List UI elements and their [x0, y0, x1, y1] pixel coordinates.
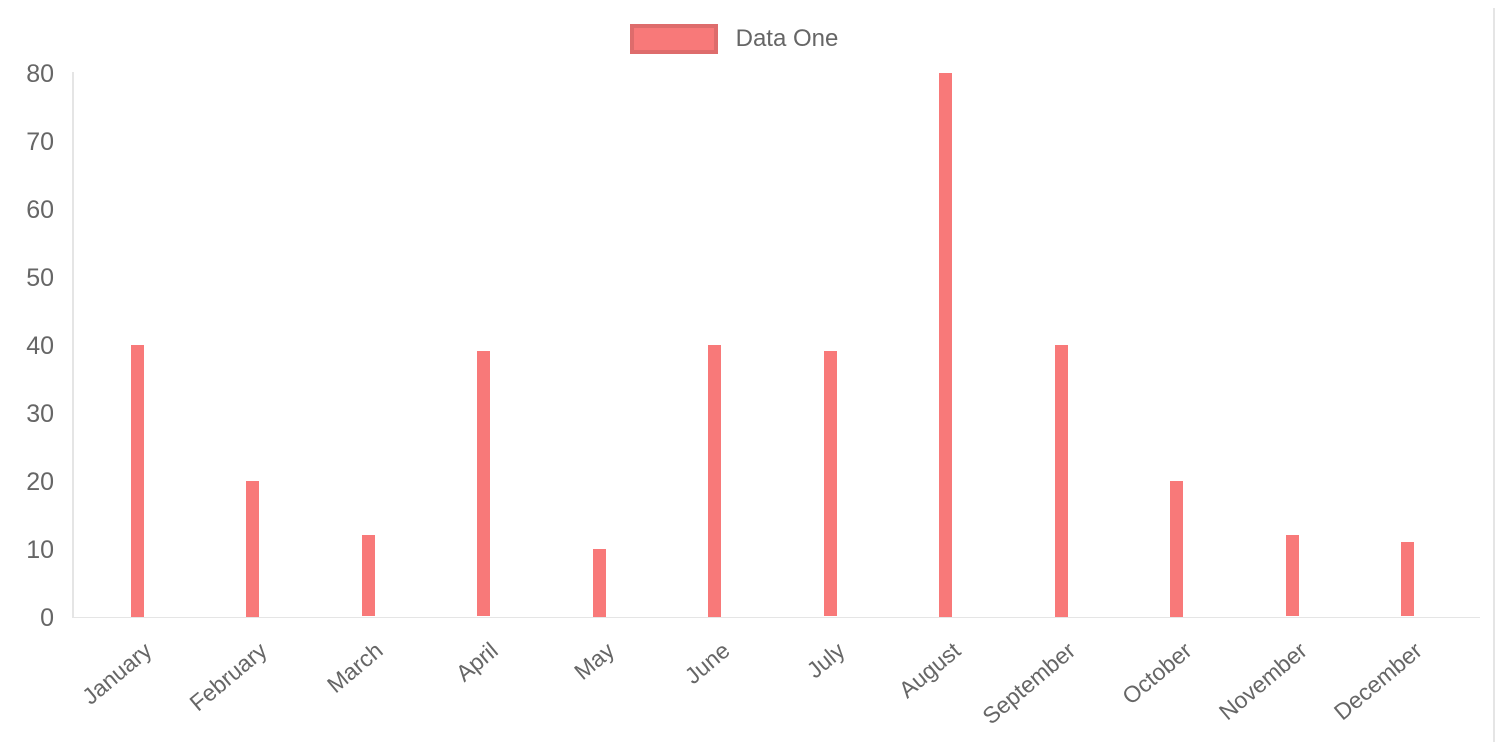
y-axis-tick-60: 60	[26, 195, 54, 224]
bar-december[interactable]	[1401, 541, 1414, 617]
x-axis-label-december: December	[1329, 637, 1428, 726]
y-axis-tick-20: 20	[26, 467, 54, 496]
x-axis-label-september: September	[977, 637, 1081, 730]
legend-item-data-one[interactable]: Data One	[0, 24, 1484, 54]
y-axis-tick-50: 50	[26, 263, 54, 292]
y-axis-tick-10: 10	[26, 535, 54, 564]
bar-april[interactable]	[477, 351, 490, 617]
x-axis-label-july: July	[801, 637, 850, 684]
bar-march[interactable]	[361, 534, 375, 617]
bar-june[interactable]	[708, 344, 721, 617]
y-axis-tick-80: 80	[26, 59, 54, 88]
bar-february[interactable]	[246, 480, 259, 617]
bar-january[interactable]	[130, 344, 144, 617]
y-axis-tick-30: 30	[26, 399, 54, 428]
x-axis-line	[72, 616, 1480, 618]
x-axis-label-april: April	[451, 637, 504, 687]
y-axis-tick-70: 70	[26, 127, 54, 156]
x-axis-label-october: October	[1116, 637, 1197, 710]
legend-label: Data One	[735, 25, 839, 52]
bar-may[interactable]	[592, 548, 606, 617]
x-axis-label-may: May	[568, 637, 619, 685]
page-right-border	[1493, 8, 1495, 742]
bar-november[interactable]	[1285, 534, 1299, 617]
bar-july[interactable]	[823, 351, 837, 617]
x-axis-label-november: November	[1213, 637, 1312, 726]
y-axis-tick-0: 0	[40, 603, 54, 632]
bar-august[interactable]	[939, 72, 952, 617]
legend-swatch	[629, 24, 718, 54]
x-axis-label-august: August	[893, 637, 966, 703]
y-axis-line	[72, 72, 74, 617]
x-axis-label-march: March	[322, 637, 388, 698]
bar-october[interactable]	[1170, 480, 1183, 617]
y-axis-tick-40: 40	[26, 331, 54, 360]
x-axis-label-february: February	[184, 637, 273, 717]
x-axis-label-june: June	[679, 637, 735, 689]
bar-september[interactable]	[1054, 344, 1068, 617]
x-axis-label-january: January	[77, 637, 157, 710]
